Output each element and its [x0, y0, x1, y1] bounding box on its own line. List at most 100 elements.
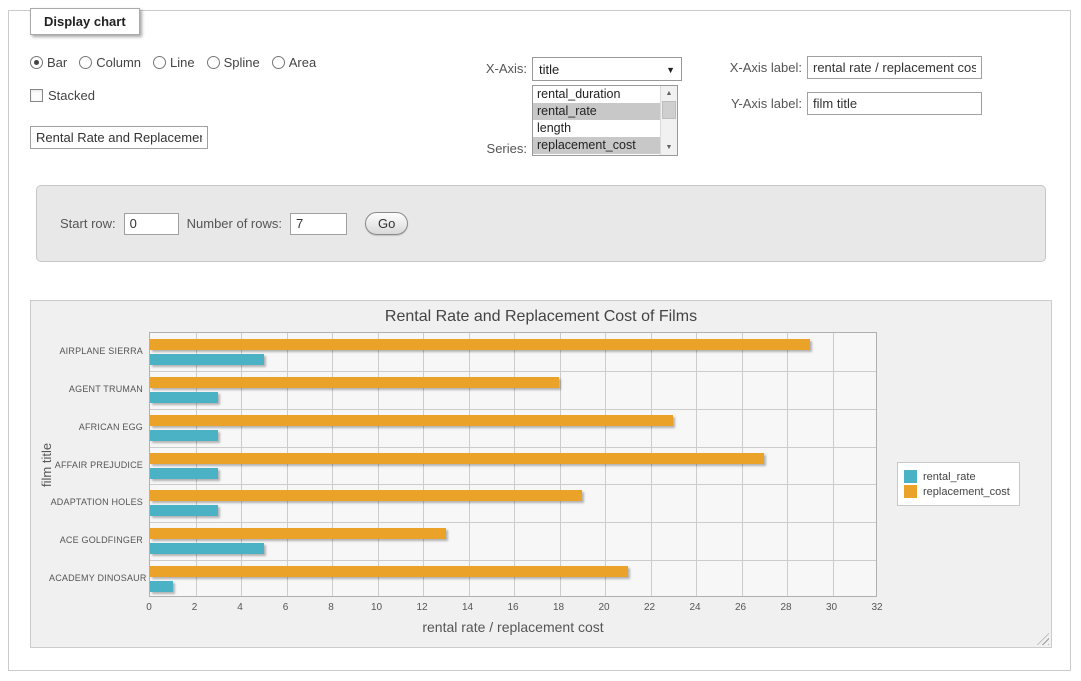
gridline	[787, 333, 788, 596]
start-row-label: Start row:	[60, 216, 116, 231]
xaxis-select-value: title	[539, 61, 560, 77]
xaxis-select-label: X-Axis:	[485, 61, 527, 76]
gridline	[150, 560, 876, 562]
gridline	[286, 333, 288, 596]
column-radio[interactable]	[79, 56, 93, 69]
x-tick-label: 32	[871, 602, 883, 613]
series-option-length[interactable]: length	[537, 121, 572, 135]
x-tick-label: 30	[825, 602, 838, 613]
gridline	[195, 333, 197, 596]
x-tick-label: 28	[780, 602, 792, 613]
bar-rental_rate	[150, 467, 218, 479]
yaxis-field-label: Y-Axis label:	[730, 96, 802, 111]
gridline	[468, 333, 470, 596]
bar-rental_rate	[150, 543, 264, 555]
area-radio-label: Area	[288, 55, 317, 70]
scrollbar-thumb[interactable]	[662, 101, 676, 119]
x-tick-label: 8	[328, 602, 334, 613]
category-label: ADAPTATION HOLES	[50, 497, 143, 508]
scroll-up-icon[interactable]: ▲	[661, 86, 677, 101]
x-tick-label: 12	[416, 602, 428, 613]
row-range-controls: Start row: Number of rows: Go	[60, 212, 409, 235]
x-tick-label: 22	[643, 602, 656, 613]
num-rows-label: Number of rows:	[186, 216, 282, 231]
series-option-replacement-cost[interactable]: replacement_cost	[533, 137, 660, 154]
category-label: AFRICAN EGG	[78, 421, 143, 432]
bar-rental_rate	[150, 354, 264, 365]
gridline	[741, 333, 743, 596]
chart-title: Rental Rate and Replacement Cost of Film…	[384, 308, 698, 325]
fieldset-legend-title: Display chart	[30, 8, 140, 35]
category-label: ACADEMY DINOSAUR	[49, 573, 147, 584]
go-button[interactable]: Go	[365, 212, 409, 235]
bar-rental_rate	[150, 429, 218, 441]
gridline	[150, 484, 876, 486]
bar-replacement_cost	[150, 414, 673, 426]
chart-title-input[interactable]	[30, 126, 208, 149]
gridline	[377, 333, 379, 596]
radio-item-column: Column	[79, 55, 141, 70]
xaxis-select[interactable]: title ▼	[532, 57, 682, 81]
bar-rental_rate	[150, 391, 218, 403]
gridline	[650, 333, 652, 596]
spline-radio-label: Spline	[223, 55, 260, 70]
series-option-rental-rate[interactable]: rental_rate	[533, 103, 660, 120]
spline-radio[interactable]	[206, 56, 220, 69]
xaxis-label-input[interactable]	[807, 56, 982, 79]
legend-swatch	[904, 470, 917, 483]
gridline	[559, 333, 561, 596]
line-radio-label: Line	[170, 55, 195, 70]
bar-replacement_cost	[150, 376, 560, 388]
stacked-option: Stacked	[30, 88, 95, 103]
radio-item-spline: Spline	[206, 55, 260, 70]
area-radio[interactable]	[271, 56, 285, 69]
bar-rental_rate	[150, 505, 218, 517]
bar-radio-label: Bar	[47, 55, 68, 70]
x-tick-label: 0	[146, 602, 152, 613]
x-tick-label: 6	[282, 602, 289, 613]
bar-replacement_cost	[150, 452, 764, 464]
stacked-checkbox-label: Stacked	[48, 88, 95, 103]
series-listbox: rental_duration rental_rate length repla…	[532, 85, 678, 156]
stacked-checkbox[interactable]	[30, 89, 43, 102]
radio-item-line: Line	[153, 55, 195, 70]
chevron-down-icon: ▼	[666, 65, 675, 75]
scroll-down-icon[interactable]: ▼	[661, 140, 677, 155]
bar-radio[interactable]	[30, 56, 43, 69]
legend-label: replacement_cost	[923, 485, 1010, 498]
bar-replacement_cost	[150, 490, 582, 502]
listbox-scrollbar[interactable]: ▲ ▼	[660, 86, 677, 155]
category-label: AGENT TRUMAN	[68, 383, 143, 394]
category-label: ACE GOLDFINGER	[59, 535, 143, 546]
x-tick-label: 4	[237, 602, 243, 613]
gridline	[150, 370, 876, 372]
gridline	[150, 522, 876, 524]
start-row-input[interactable]	[123, 212, 179, 235]
radio-item-area: Area	[271, 55, 317, 70]
chart-type-radio-group: Bar Column Line Spline Area	[30, 55, 316, 70]
gridline	[423, 333, 424, 596]
bar-replacement_cost	[150, 528, 446, 540]
yaxis-label-input[interactable]	[807, 92, 982, 115]
x-tick-label: 20	[598, 602, 610, 613]
display-chart-fieldset	[8, 10, 1071, 671]
chart-panel: Rental Rate and Replacement Cost of Film…	[30, 300, 1052, 648]
x-tick-label: 16	[507, 602, 519, 613]
gridline	[150, 408, 876, 410]
column-radio-label: Column	[96, 55, 142, 70]
series-option-rental-duration[interactable]: rental_duration	[537, 87, 621, 101]
x-tick-label: 18	[552, 602, 565, 613]
x-tick-label: 26	[734, 602, 747, 613]
num-rows-input[interactable]	[290, 212, 347, 235]
gridline	[150, 446, 876, 448]
xaxis-field-label: X-Axis label:	[729, 60, 802, 75]
legend-swatch	[904, 485, 917, 498]
series-listbox-label: Series:	[486, 141, 527, 156]
gridline	[241, 333, 242, 596]
legend-label: rental_rate	[923, 470, 976, 483]
line-radio[interactable]	[153, 56, 167, 69]
resize-handle-icon[interactable]	[1037, 633, 1049, 645]
plot-area	[149, 332, 877, 597]
category-label: AIRPLANE SIERRA	[59, 345, 143, 356]
bar-rental_rate	[150, 581, 173, 593]
